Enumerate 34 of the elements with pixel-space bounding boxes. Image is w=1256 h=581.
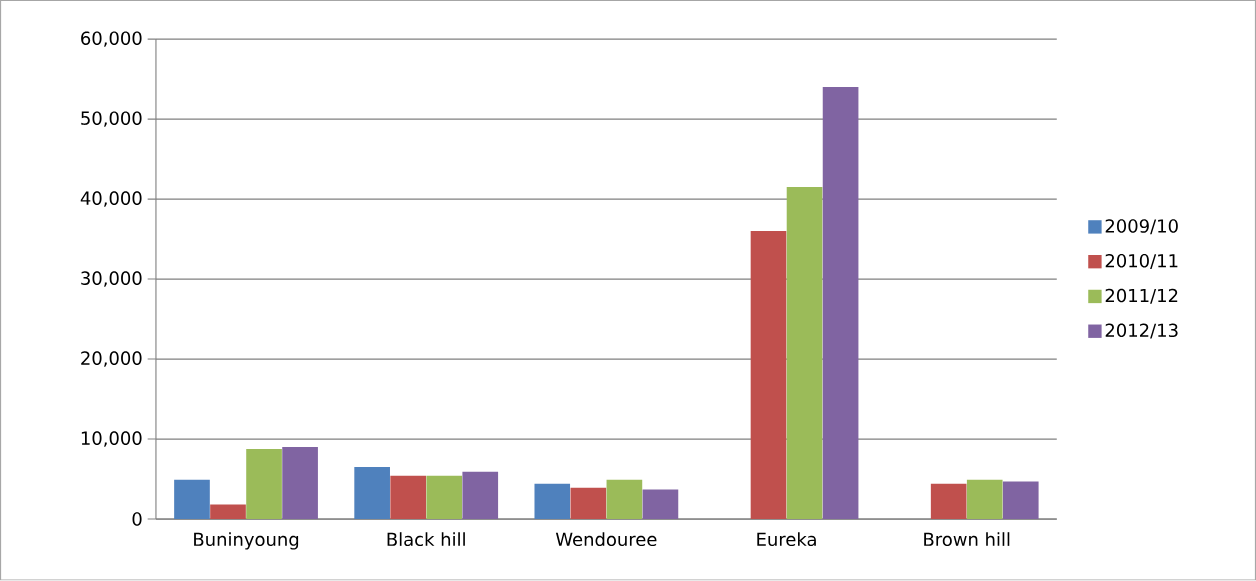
x-tick-label: Buninyoung	[194, 532, 299, 550]
bar	[642, 489, 679, 520]
bar	[786, 187, 823, 520]
bar	[570, 488, 607, 520]
x-tick-label: Brown hill	[924, 532, 1010, 547]
bar	[534, 484, 571, 520]
legend-label: 2012/13	[1105, 323, 1178, 339]
bar	[822, 87, 859, 520]
bar	[1002, 481, 1039, 520]
bar	[390, 476, 427, 520]
bar	[930, 484, 967, 520]
legend-label: 2009/10	[1105, 219, 1178, 235]
bar	[210, 504, 246, 520]
bar	[750, 231, 787, 520]
y-tick-label: 20,000	[81, 351, 142, 367]
bar	[606, 480, 643, 520]
y-tick-label: 50,000	[81, 111, 142, 128]
x-tick-label: Eureka	[757, 532, 816, 547]
bar	[462, 472, 499, 520]
legend-label: 2010/11	[1105, 254, 1178, 270]
y-tick-label: 10,000	[81, 431, 142, 447]
bar	[246, 449, 282, 520]
bar	[426, 476, 463, 520]
x-tick-label: Black hill	[387, 532, 465, 547]
y-tick-label: 60,000	[81, 31, 142, 48]
bar	[966, 480, 1003, 520]
y-tick-label: 0	[132, 512, 142, 527]
x-tick-label: Wendouree	[555, 532, 657, 547]
bar	[174, 480, 210, 520]
bar	[282, 447, 318, 520]
y-tick-label: 30,000	[81, 271, 142, 287]
y-tick-label: 40,000	[80, 191, 142, 207]
bar	[354, 467, 390, 520]
legend-label: 2011/12	[1105, 288, 1178, 304]
